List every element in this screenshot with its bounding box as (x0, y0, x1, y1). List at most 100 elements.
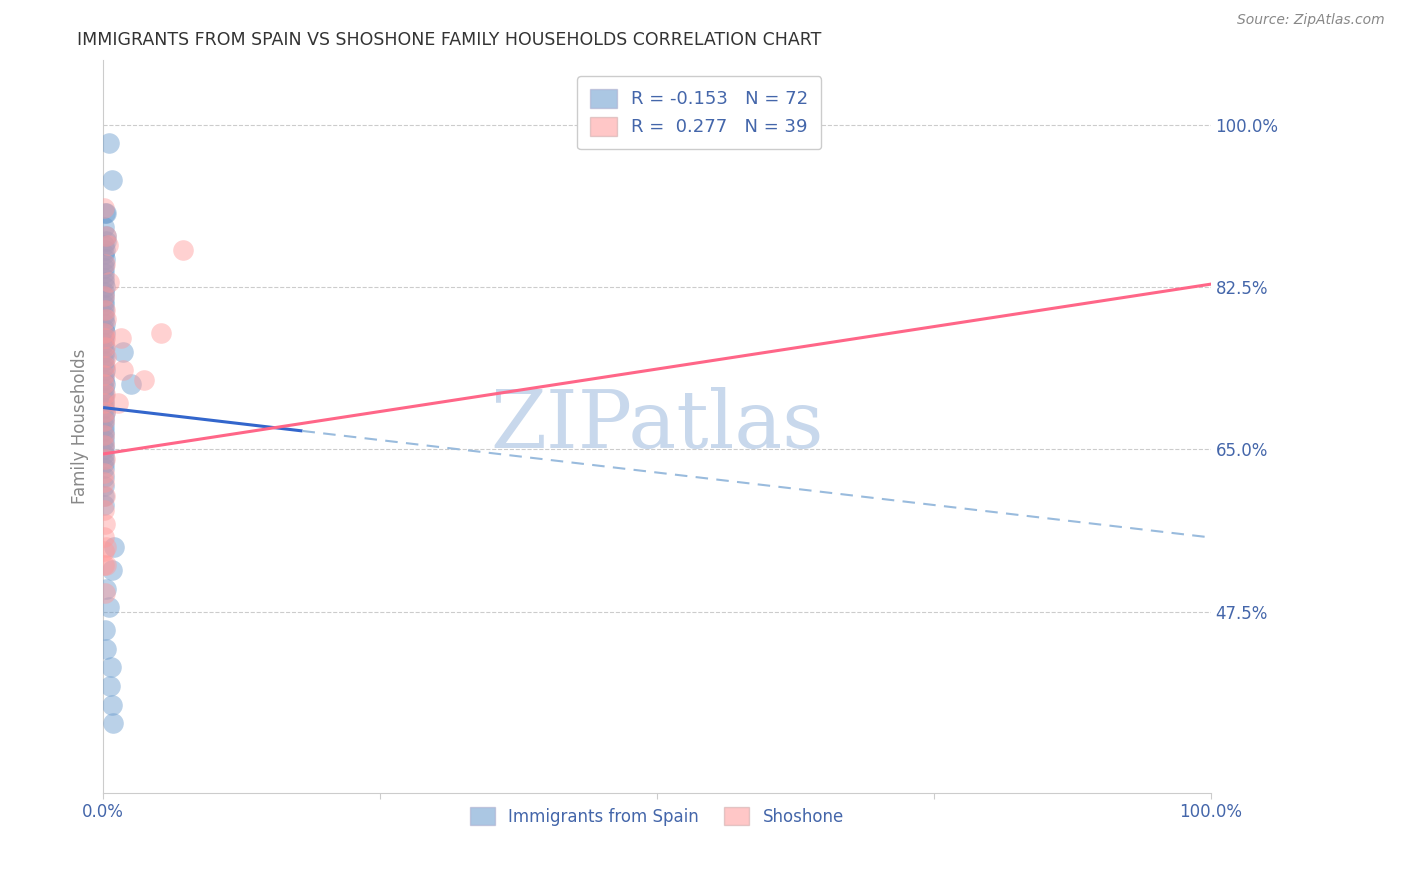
Point (93, 386, 115, 401)
Point (101, 563, 124, 577)
Point (93, 368, 115, 383)
Point (120, 377, 142, 392)
Point (149, 326, 172, 341)
Text: Source: ZipAtlas.com: Source: ZipAtlas.com (1237, 13, 1385, 28)
Point (93, 438, 115, 452)
Point (107, 396, 129, 410)
Point (93, 489, 115, 503)
Point (101, 173, 124, 187)
Point (93, 451, 115, 466)
Point (96, 234, 118, 248)
Point (94, 252, 117, 266)
Point (93, 382, 115, 396)
Point (93, 377, 115, 392)
Point (93, 392, 115, 406)
Point (96, 641, 118, 656)
Point (93, 247, 115, 261)
Point (96, 540, 118, 554)
Point (97, 600, 120, 615)
Point (96, 228, 118, 243)
Point (93, 350, 115, 364)
Point (103, 540, 125, 554)
Point (112, 344, 135, 359)
Point (94, 405, 117, 419)
Point (93, 293, 115, 308)
Point (93, 368, 115, 383)
Point (93, 373, 115, 387)
Point (93, 201, 115, 215)
Point (93, 479, 115, 493)
Point (101, 716, 124, 731)
Point (93, 433, 115, 447)
Point (93, 419, 115, 434)
Point (110, 331, 132, 345)
Point (96, 582, 118, 596)
Point (94, 340, 117, 354)
Point (94, 363, 117, 377)
Point (93, 428, 115, 442)
Point (93, 396, 115, 410)
Point (93, 335, 115, 350)
Point (93, 461, 115, 475)
Point (93, 466, 115, 480)
Point (94, 516, 117, 531)
Point (94, 489, 117, 503)
Point (93, 409, 115, 424)
Point (94, 243, 117, 257)
Point (93, 312, 115, 326)
Point (93, 289, 115, 303)
Point (93, 415, 115, 429)
Point (93, 438, 115, 452)
Point (94, 280, 117, 294)
Point (93, 544, 115, 558)
Point (93, 344, 115, 359)
Point (93, 424, 115, 438)
Point (93, 308, 115, 322)
Point (101, 698, 124, 712)
Legend: Immigrants from Spain, Shoshone: Immigrants from Spain, Shoshone (460, 797, 853, 836)
Point (94, 317, 117, 331)
Point (93, 261, 115, 276)
Point (93, 340, 115, 354)
Text: IMMIGRANTS FROM SPAIN VS SHOSHONE FAMILY HOUSEHOLDS CORRELATION CHART: IMMIGRANTS FROM SPAIN VS SHOSHONE FAMILY… (77, 31, 821, 49)
Point (93, 219, 115, 234)
Point (94, 405, 117, 419)
Point (93, 275, 115, 289)
Point (93, 442, 115, 457)
Point (93, 475, 115, 489)
Point (96, 558, 118, 573)
Point (93, 415, 115, 429)
Point (132, 373, 155, 387)
Point (93, 270, 115, 285)
Point (93, 238, 115, 252)
Point (93, 298, 115, 312)
Point (98, 679, 121, 693)
Point (93, 257, 115, 271)
Point (93, 401, 115, 415)
Point (93, 498, 115, 512)
Point (96, 350, 118, 364)
Point (93, 470, 115, 484)
Point (94, 377, 117, 392)
Point (93, 558, 115, 573)
Point (94, 624, 117, 638)
Point (93, 428, 115, 442)
Point (93, 396, 115, 410)
Point (93, 321, 115, 335)
Point (93, 447, 115, 461)
Point (94, 331, 117, 345)
Point (172, 243, 194, 257)
Point (112, 363, 135, 377)
Point (94, 326, 117, 341)
Point (93, 331, 115, 345)
Point (93, 359, 115, 373)
Point (94, 451, 117, 466)
Point (97, 275, 120, 289)
Point (96, 228, 118, 243)
Point (93, 531, 115, 545)
Point (93, 303, 115, 318)
Point (94, 257, 117, 271)
Point (93, 285, 115, 299)
Point (100, 660, 122, 674)
Point (94, 359, 117, 373)
